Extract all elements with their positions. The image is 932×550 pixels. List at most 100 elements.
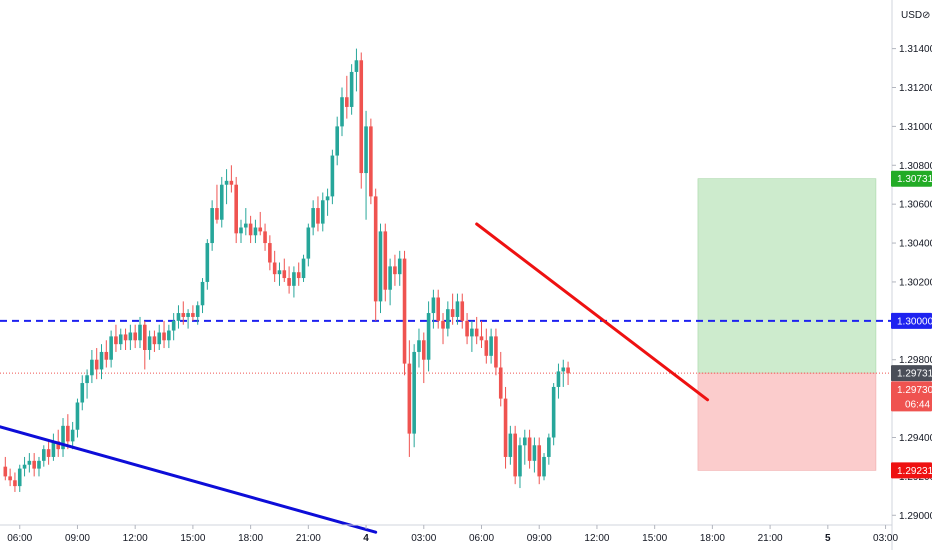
time-axis[interactable]: 06:00 09:00 12:00 15:00 18:00 21:00 4 03:00 06:0… (0, 524, 898, 544)
candle[interactable] (272, 250, 277, 282)
settings-glyph[interactable]: ⊘ (922, 10, 930, 21)
candle[interactable] (219, 176, 224, 228)
candle[interactable] (258, 211, 263, 236)
candle[interactable] (378, 223, 383, 314)
candle[interactable] (479, 320, 484, 349)
candle[interactable] (474, 316, 479, 345)
red-trendline[interactable] (475, 222, 710, 402)
candle[interactable] (349, 64, 354, 115)
candle[interactable] (532, 437, 537, 473)
candle[interactable] (345, 75, 349, 119)
candle[interactable] (75, 398, 80, 438)
candle[interactable] (186, 309, 190, 329)
candle[interactable] (335, 116, 339, 166)
candle[interactable] (157, 324, 162, 350)
candle[interactable] (191, 305, 195, 321)
candle[interactable] (518, 437, 522, 489)
candle[interactable] (128, 324, 133, 350)
candle[interactable] (167, 324, 171, 349)
candle[interactable] (397, 250, 402, 286)
candle[interactable] (446, 301, 450, 337)
candle[interactable] (171, 313, 176, 341)
candle[interactable] (90, 350, 94, 384)
candle[interactable] (133, 324, 137, 349)
price-axis[interactable]: USD ⊘ 1.31400 1.31200 1.31000 1.30800 1.3060… (891, 0, 932, 550)
target-zone[interactable] (697, 178, 877, 374)
candle[interactable] (470, 320, 474, 352)
candle[interactable] (503, 386, 508, 469)
candle[interactable] (32, 453, 36, 477)
candle[interactable] (282, 258, 287, 282)
candle[interactable] (407, 340, 412, 457)
candle[interactable] (364, 110, 368, 220)
candle[interactable] (70, 421, 75, 450)
candle[interactable] (138, 316, 142, 349)
plot-area[interactable] (0, 48, 892, 534)
price-tag[interactable]: 1.29730 06:44 (891, 381, 932, 412)
candle[interactable] (522, 429, 527, 465)
candle[interactable] (527, 429, 532, 469)
candle[interactable] (118, 328, 123, 350)
candle[interactable] (441, 313, 445, 345)
candle[interactable] (393, 254, 397, 286)
candle[interactable] (46, 441, 51, 465)
price-tag[interactable]: 1.29731 (891, 365, 932, 382)
candle[interactable] (402, 250, 407, 376)
candle[interactable] (489, 328, 493, 364)
candle[interactable] (316, 196, 320, 232)
candle[interactable] (354, 48, 359, 92)
candle[interactable] (311, 200, 315, 236)
candle[interactable] (287, 266, 291, 294)
candle[interactable] (306, 223, 311, 267)
candle[interactable] (224, 169, 229, 205)
candle[interactable] (215, 184, 219, 224)
candle[interactable] (248, 215, 253, 244)
candle[interactable] (268, 235, 272, 271)
candle[interactable] (239, 219, 243, 244)
candle[interactable] (80, 375, 85, 411)
price-tag[interactable]: 1.29231 (891, 462, 932, 479)
stop-zone[interactable] (697, 372, 877, 471)
candle[interactable] (460, 293, 465, 329)
candle[interactable] (301, 254, 306, 282)
candle[interactable] (205, 239, 210, 290)
candle[interactable] (229, 165, 234, 193)
candle[interactable] (426, 301, 431, 372)
candle[interactable] (200, 278, 205, 314)
candle[interactable] (277, 262, 282, 286)
candle[interactable] (383, 223, 388, 302)
candle[interactable] (551, 383, 556, 446)
candle[interactable] (37, 456, 41, 477)
candle[interactable] (253, 219, 258, 244)
candle[interactable] (99, 344, 104, 380)
candle[interactable] (22, 456, 27, 477)
candle[interactable] (176, 305, 181, 329)
candle[interactable] (104, 340, 109, 368)
candle[interactable] (566, 361, 570, 385)
candle[interactable] (152, 330, 157, 352)
candle[interactable] (94, 348, 99, 380)
candle[interactable] (143, 320, 147, 370)
candle[interactable] (210, 200, 214, 251)
candle[interactable] (244, 208, 248, 236)
candle[interactable] (66, 414, 70, 450)
candle[interactable] (373, 188, 378, 321)
candle[interactable] (195, 301, 200, 325)
candle[interactable] (13, 472, 17, 492)
candle[interactable] (421, 332, 426, 384)
candle[interactable] (51, 433, 56, 461)
price-tag[interactable]: 1.30000 (891, 312, 932, 329)
candle[interactable] (484, 328, 489, 364)
candle[interactable] (431, 289, 436, 329)
candle[interactable] (330, 149, 335, 205)
candle[interactable] (296, 262, 301, 286)
candle[interactable] (17, 464, 22, 492)
candle[interactable] (436, 289, 441, 329)
candle[interactable] (162, 320, 166, 349)
price-tag[interactable]: 1.30731 (891, 170, 932, 187)
candle[interactable] (325, 188, 330, 216)
candle[interactable] (508, 425, 513, 465)
candle[interactable] (417, 328, 421, 368)
candle[interactable] (359, 52, 364, 189)
